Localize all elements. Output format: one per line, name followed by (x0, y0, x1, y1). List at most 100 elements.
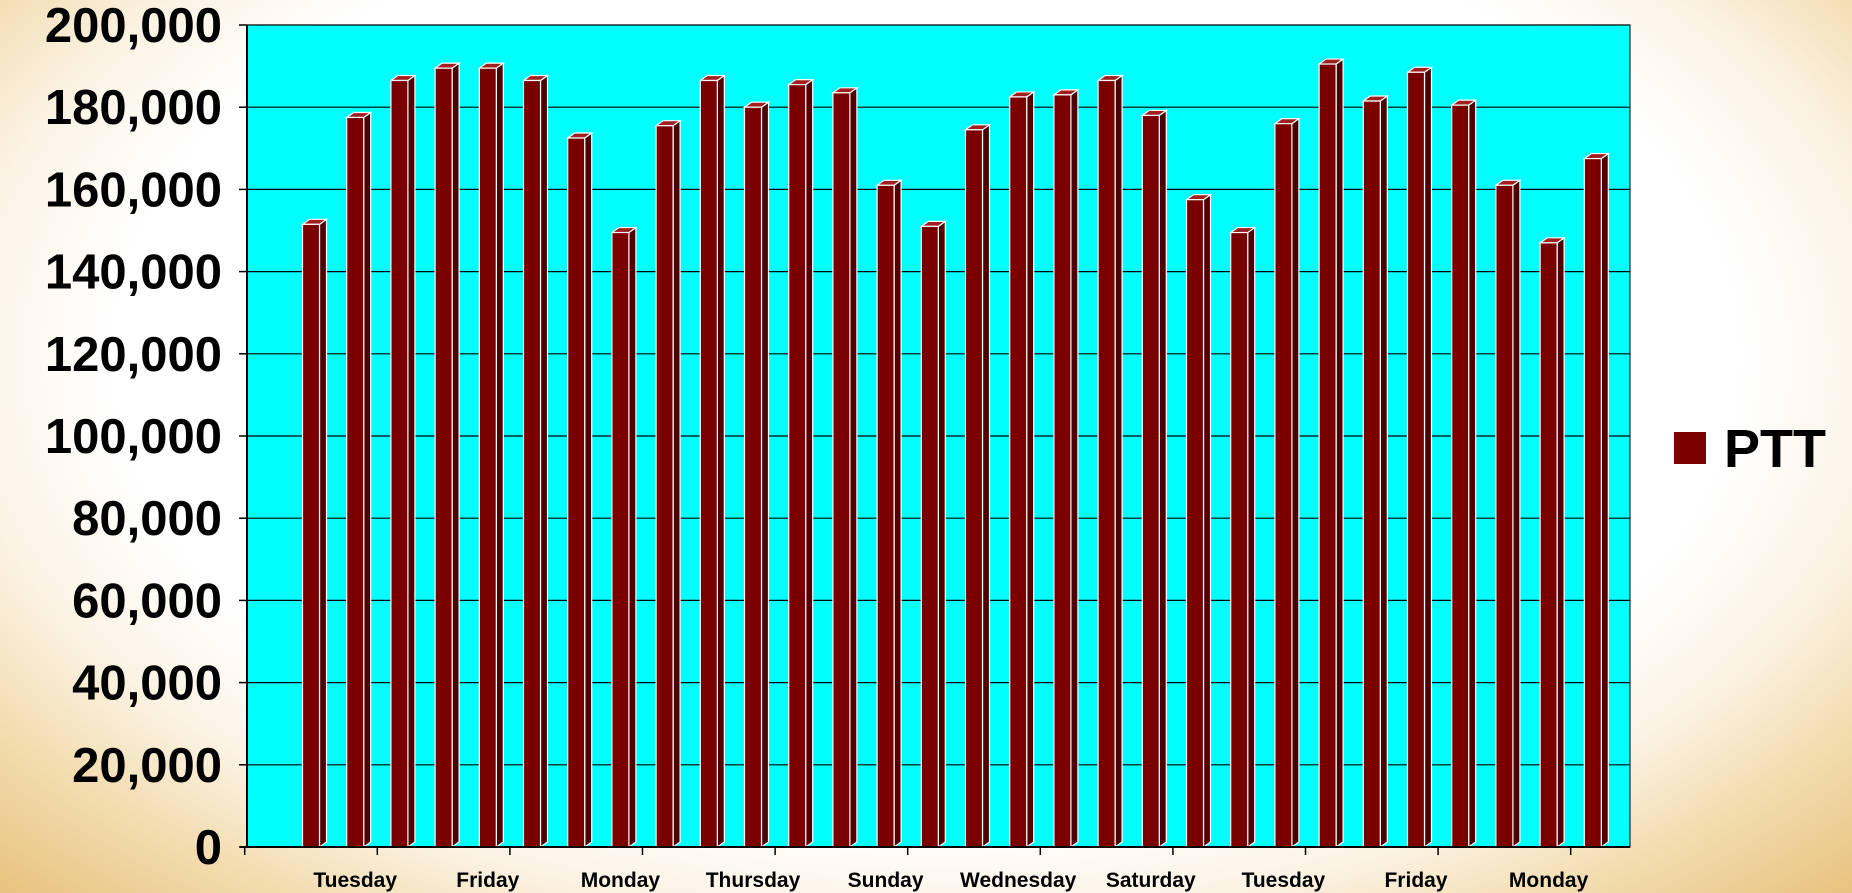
bar (1184, 193, 1213, 849)
x-tick-label: Friday (1384, 869, 1447, 892)
bar (831, 86, 859, 849)
bar (1361, 94, 1390, 849)
y-tick-label: 40,000 (72, 657, 222, 711)
x-tick-label: Monday (581, 869, 661, 892)
bar-side (628, 226, 637, 849)
bar-side (495, 61, 504, 849)
bar (1007, 90, 1036, 849)
bar (1096, 74, 1124, 849)
bar (963, 123, 992, 849)
bar-side (1247, 226, 1256, 849)
bar-front (567, 137, 586, 848)
bar-front (699, 79, 718, 848)
bar-side (805, 78, 814, 849)
bar-front (1451, 104, 1470, 848)
bar-front (832, 92, 851, 848)
gridlines (247, 24, 1630, 766)
bar-side (1158, 109, 1167, 849)
bar (698, 74, 727, 849)
bar-front (346, 116, 365, 848)
x-tick-label: Monday (1509, 869, 1589, 892)
x-tick-label: Tuesday (1242, 869, 1326, 892)
x-tick-label: Wednesday (960, 869, 1077, 892)
bar-side (451, 61, 460, 849)
bar-front (301, 223, 321, 848)
y-tick-label: 200,000 (45, 0, 222, 53)
y-tick-label: 120,000 (45, 328, 222, 382)
bar (300, 218, 329, 849)
bar (919, 220, 948, 849)
x-tick-label: Tuesday (313, 869, 397, 892)
bar-side (716, 74, 725, 849)
bar (875, 179, 903, 849)
bar-side (318, 218, 328, 849)
bar-side (893, 179, 902, 849)
bar (1405, 66, 1434, 849)
bar-front (390, 79, 409, 848)
bar-front (964, 129, 984, 848)
bar (1052, 88, 1080, 849)
y-tick-label: 180,000 (45, 81, 222, 135)
bar-front (1539, 242, 1558, 848)
bar-front (1097, 79, 1116, 848)
bar (786, 78, 815, 849)
y-tick-label: 0 (195, 821, 222, 875)
bar-front (1495, 184, 1514, 848)
bar-side (407, 74, 416, 849)
bar-front (1185, 199, 1205, 848)
y-tick-label: 160,000 (45, 163, 222, 217)
bar-side (1291, 117, 1300, 849)
bar-side (1114, 74, 1123, 849)
bar-front (1362, 100, 1381, 848)
bar (1582, 152, 1611, 849)
bar-side (1512, 179, 1521, 849)
bar-front (611, 231, 630, 848)
bar-side (981, 123, 991, 849)
bar-front (434, 67, 453, 848)
bar (742, 101, 771, 849)
bar (433, 61, 461, 849)
bar (1228, 226, 1257, 849)
bar-side (1335, 57, 1344, 849)
bar-front (743, 106, 763, 848)
bar-front (1009, 96, 1028, 848)
bar (1317, 57, 1345, 849)
bar-side (539, 74, 549, 849)
y-tick-label: 60,000 (72, 574, 222, 628)
bar-side (584, 131, 593, 849)
bar-front (788, 83, 807, 848)
y-tick-label: 20,000 (72, 739, 222, 793)
bar-front (1274, 123, 1293, 848)
x-axis-ticks: Tuesday Friday Monday Thursday Sunday Wednesd… (243, 847, 1589, 892)
x-tick-label: Friday (456, 869, 519, 892)
legend-label: PTT (1724, 419, 1826, 479)
bar (389, 74, 417, 849)
bar-front (655, 125, 674, 848)
bar-front (920, 225, 939, 848)
bar (610, 226, 638, 849)
bar-side (1468, 98, 1477, 849)
legend-swatch (1674, 432, 1706, 464)
bar (477, 61, 506, 849)
y-tick-label: 140,000 (45, 246, 222, 300)
bar-front (1406, 71, 1426, 848)
bar-front (1583, 157, 1602, 848)
bar-side (672, 119, 681, 849)
bar-front (1230, 231, 1249, 848)
x-tick-label: Thursday (706, 869, 801, 892)
bar (1273, 117, 1301, 849)
bar (654, 119, 682, 849)
bar (1538, 236, 1566, 849)
bar-side (937, 220, 946, 849)
bar (565, 131, 594, 849)
bar (1494, 179, 1522, 849)
y-tick-label: 80,000 (72, 492, 222, 546)
bar-front (876, 184, 895, 848)
bar-side (1556, 236, 1565, 849)
bar (1140, 109, 1169, 849)
bar (344, 111, 373, 849)
bar-front (1053, 94, 1072, 848)
bar-side (1379, 94, 1388, 849)
y-tick-label: 100,000 (45, 410, 222, 464)
